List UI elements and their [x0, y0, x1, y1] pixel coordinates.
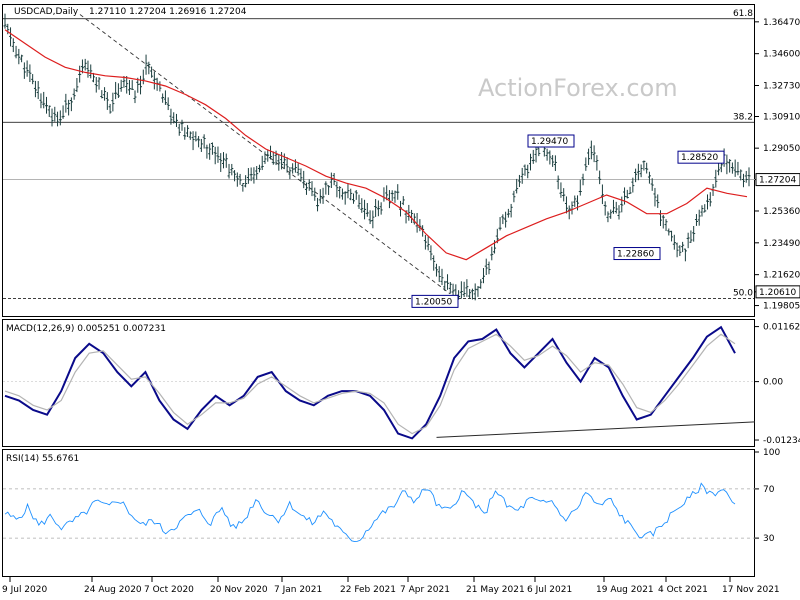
price-annotation-box	[677, 150, 725, 164]
macd-tick-label: 0.00	[763, 378, 783, 388]
price-tick-label: 1.36470	[763, 18, 800, 28]
price-annotation-box	[527, 134, 575, 148]
price-annotation-box	[411, 294, 459, 308]
price-tick-label: 1.25360	[763, 207, 800, 217]
rsi-tick-label: 100	[763, 448, 780, 458]
macd-tick-label: -0.012348	[763, 436, 800, 446]
price-tick-label: 1.19805	[763, 302, 800, 312]
x-axis-label: 7 Apr 2021	[400, 585, 450, 595]
x-axis-label: 19 Aug 2021	[596, 585, 654, 595]
fib50-price-label: 1.20610	[759, 288, 796, 298]
main-panel	[2, 4, 755, 317]
x-axis-label: 9 Jul 2020	[2, 585, 47, 595]
price-annotation-label: 1.28520	[681, 153, 718, 163]
rsi-tick-label: 30	[763, 534, 775, 544]
macd-signal-line	[4, 333, 736, 435]
x-axis-label: 21 May 2021	[466, 585, 525, 595]
rsi-tick-label: 70	[763, 485, 775, 495]
price-tick-label: 1.30910	[763, 112, 800, 122]
fib-level-label: 50.0	[733, 288, 753, 298]
macd-line	[4, 325, 736, 440]
price-annotation-label: 1.20050	[415, 297, 452, 307]
last-price-label: 1.27204	[759, 176, 796, 186]
axis-layer: 9 Jul 2020 24 Aug 2020 7 Oct 2020 20 Nov 20…	[2, 577, 780, 595]
x-axis-label: 4 Oct 2021	[658, 585, 708, 595]
rsi-line	[4, 482, 736, 543]
macd-header: MACD(12,26,9) 0.005251 0.007231	[6, 324, 166, 334]
rsi-panel	[2, 449, 755, 577]
macd-tick-label: 0.011629	[763, 323, 800, 333]
rsi-layer: 100 70 30	[3, 448, 780, 544]
x-axis-label: 24 Aug 2020	[84, 585, 142, 595]
price-annotation-label: 1.22860	[617, 250, 654, 260]
moving-average-line	[4, 29, 748, 261]
price-annotation-box	[613, 247, 661, 261]
fib-level-label: 61.8	[733, 9, 753, 19]
main-header-symbol: USDCAD,Daily	[14, 7, 79, 17]
x-axis-label: 6 Jul 2021	[527, 585, 572, 595]
x-axis-label: 20 Nov 2020	[210, 585, 268, 595]
x-axis-label: 22 Feb 2021	[340, 585, 396, 595]
fib-level-label: 38.2	[733, 112, 753, 122]
macd-layer: 0.011629 0.00 -0.012348	[3, 323, 800, 446]
macd-trendline	[436, 421, 756, 438]
last-price-tag	[755, 173, 800, 187]
watermark: ActionForex.com	[478, 74, 678, 102]
main-header-ohlc: 1.27110 1.27204 1.26916 1.27204	[89, 7, 247, 17]
rsi-header: RSI(14) 55.6761	[6, 454, 79, 464]
x-axis-label: 7 Oct 2020	[144, 585, 194, 595]
x-axis-label: 17 Nov 2021	[722, 585, 780, 595]
price-tick-label: 1.34600	[763, 50, 800, 60]
price-annotation-label: 1.29470	[531, 137, 568, 147]
price-tick-label: 1.21620	[763, 271, 800, 281]
price-tick-label: 1.29050	[763, 144, 800, 154]
price-layer: 1.36470 1.34600 1.32730 1.30910 1.29050 1.272…	[3, 9, 800, 312]
x-axis-label: 7 Jan 2021	[274, 585, 322, 595]
price-tick-label: 1.32730	[763, 82, 800, 92]
price-tick-label: 1.23490	[763, 239, 800, 249]
fib50-price-tag	[755, 285, 800, 299]
